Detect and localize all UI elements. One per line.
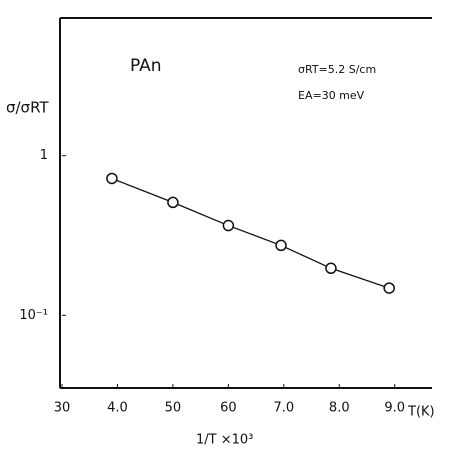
x-tick-label: 7.0 [273,401,294,416]
data-point [106,172,118,185]
data-point [275,239,287,252]
data-point [222,219,235,232]
y-tick-label: 10⁻¹ [19,308,48,323]
data-point [383,282,395,294]
x-tick-label: 60 [220,401,237,416]
data-line [111,177,390,289]
data-point [167,196,179,209]
y-axis-label: σ/σRT [6,99,49,117]
x-tick-label: 30 [54,401,71,416]
x-tick-label: 8.0 [329,401,350,416]
x-tick-label: 9.0 [384,401,405,416]
annotation: EA=30 meV [298,89,365,102]
chart-title: PAn [130,56,162,76]
x-axis-label: 1/T ×10³ [196,433,253,448]
x-unit-label: T(K) [407,405,435,420]
annotation: σRT=5.2 S/cm [298,63,376,76]
data-point [325,262,337,275]
x-tick-label: 50 [165,401,182,416]
x-tick-label: 4.0 [107,401,128,416]
y-tick-label: 1 [40,148,48,163]
